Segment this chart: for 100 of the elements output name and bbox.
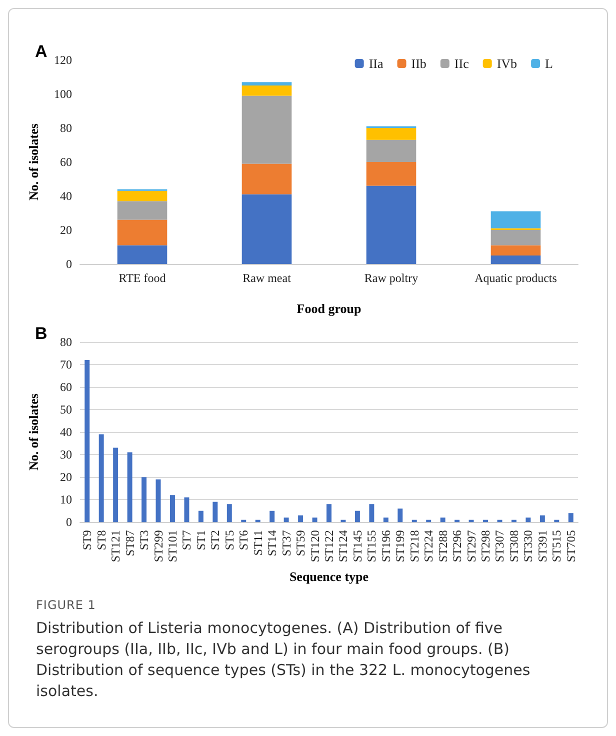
y-tick-label: 30 (60, 448, 72, 462)
y-tick-label: 40 (60, 425, 72, 440)
y-tick-label: 20 (60, 223, 72, 237)
legend-label: L (545, 56, 554, 71)
x-tick-label: ST391 (535, 530, 550, 562)
x-tick-label: ST145 (350, 530, 364, 562)
bar (284, 518, 289, 522)
bar (117, 245, 168, 264)
bar (490, 256, 541, 264)
x-tick-label: ST120 (308, 530, 322, 562)
bar (440, 518, 446, 522)
y-tick-label: 10 (60, 492, 72, 507)
bar (242, 86, 292, 96)
y-tick-label: 80 (60, 121, 72, 135)
chart-title: B (35, 324, 48, 343)
y-tick-label: 20 (60, 470, 72, 484)
x-tick-label: Raw poltry (364, 271, 418, 285)
bar (540, 515, 545, 522)
bar (270, 510, 275, 522)
legend-label: IIa (368, 56, 384, 71)
y-axis-title: No. of isolates (26, 124, 41, 200)
x-tick-label: ST297 (464, 530, 478, 562)
x-tick-label: RTE food (118, 271, 166, 285)
y-tick-label: 70 (60, 358, 72, 372)
bar (117, 220, 168, 246)
y-tick-label: 50 (60, 402, 72, 417)
x-tick-label: ST9 (80, 530, 94, 550)
y-tick-label: 0 (66, 515, 72, 530)
bar (526, 518, 531, 522)
y-tick-label: 80 (60, 335, 72, 349)
bar (117, 190, 168, 202)
bar (366, 128, 416, 140)
bar (369, 504, 374, 522)
bar (98, 434, 104, 522)
y-tick-label: 120 (54, 53, 72, 67)
bar (242, 82, 292, 86)
bar (117, 201, 168, 220)
x-tick-label: ST307 (492, 530, 507, 562)
x-tick-label: ST14 (265, 530, 280, 556)
legend-label: IIb (411, 56, 426, 71)
x-tick-label: ST11 (250, 530, 265, 556)
x-tick-label: ST122 (322, 530, 336, 562)
bar (142, 477, 147, 522)
bar (383, 518, 388, 522)
y-tick-label: 40 (60, 189, 72, 203)
bar (398, 508, 403, 522)
y-tick-label: 0 (66, 257, 72, 271)
bar (242, 96, 292, 164)
y-tick-label: 100 (54, 87, 72, 101)
x-tick-label: ST37 (279, 530, 294, 556)
y-axis-title: No. of isolates (26, 394, 41, 471)
x-tick-label: ST6 (236, 530, 251, 550)
bar (242, 164, 292, 194)
x-tick-label: Raw meat (242, 271, 292, 285)
bar (490, 230, 541, 246)
x-axis-title: Sequence type (289, 569, 369, 584)
bar (366, 186, 416, 264)
x-tick-label: ST296 (450, 530, 464, 562)
bar (568, 513, 574, 522)
bar (184, 497, 190, 522)
x-tick-label: ST3 (137, 530, 152, 550)
bar (212, 502, 218, 522)
bar (298, 515, 304, 522)
bar (354, 510, 360, 522)
x-tick-label: ST299 (151, 530, 166, 562)
bar (490, 211, 541, 228)
x-tick-label: ST7 (180, 530, 194, 550)
x-tick-label: ST308 (506, 530, 521, 562)
y-tick-label: 60 (60, 380, 72, 394)
x-tick-label: ST101 (165, 530, 180, 562)
caption: FIGURE 1 (36, 598, 97, 612)
x-tick-label: ST2 (208, 530, 222, 550)
x-tick-label: ST224 (422, 530, 436, 562)
x-tick-label: ST8 (94, 530, 108, 550)
x-tick-label: ST121 (108, 530, 123, 562)
x-tick-label: ST5 (222, 530, 236, 550)
x-tick-label: ST705 (564, 530, 578, 562)
y-tick-label: 60 (60, 155, 72, 169)
x-tick-label: Aquatic products (474, 271, 558, 285)
chart-title: A (35, 42, 48, 61)
x-tick-label: ST87 (122, 530, 137, 556)
x-tick-label: ST196 (378, 530, 393, 562)
x-tick-label: ST124 (336, 530, 350, 562)
bar (242, 194, 292, 264)
legend-label: IVb (496, 56, 518, 71)
bar (170, 495, 175, 522)
bar (226, 504, 232, 522)
bar (84, 360, 90, 522)
x-tick-label: ST155 (364, 530, 379, 562)
bar (113, 448, 118, 522)
x-tick-label: ST59 (294, 530, 308, 556)
bar (156, 479, 161, 522)
bar (326, 504, 332, 522)
bar (198, 510, 204, 522)
x-tick-label: ST218 (407, 530, 422, 562)
text: Distribution of Listeria monocytogenes. (A) Distribution of five serogroups (IIa, IIb, IIc, IVb and L) in four main food groups. (B) Distribution of sequence types (STs) in the 322 L. monocytogenes isolates. (36, 618, 532, 702)
bar (490, 245, 541, 256)
bar (366, 140, 416, 162)
bar (312, 518, 318, 522)
x-tick-label: ST515 (550, 530, 564, 562)
